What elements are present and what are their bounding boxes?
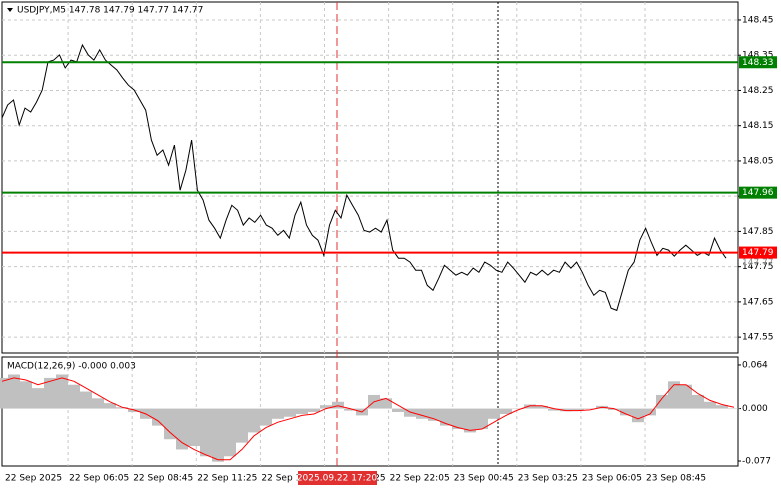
x-tick-label: 23 Sep 03:25 bbox=[518, 474, 578, 484]
macd-bar bbox=[92, 398, 104, 409]
level-label-box bbox=[739, 56, 777, 69]
y-tick-label: 148.05 bbox=[742, 156, 774, 166]
price-panel bbox=[1, 1, 739, 354]
macd-bar bbox=[68, 384, 80, 409]
macd-bar bbox=[248, 408, 260, 433]
y-tick-label: 0.064 bbox=[742, 360, 768, 370]
macd-bar bbox=[80, 391, 92, 409]
y-tick-label: 147.65 bbox=[742, 297, 774, 307]
macd-bar bbox=[200, 408, 212, 457]
y-tick-label: 147.55 bbox=[742, 333, 774, 343]
macd-bar bbox=[176, 408, 188, 450]
macd-bar bbox=[0, 377, 8, 409]
macd-bar bbox=[632, 408, 644, 423]
macd-bar bbox=[416, 408, 428, 419]
level-label-box bbox=[739, 186, 777, 199]
macd-bar bbox=[260, 408, 272, 426]
macd-bar bbox=[440, 408, 452, 426]
y-tick-label: 148.15 bbox=[742, 121, 774, 131]
macd-bar bbox=[512, 408, 524, 410]
y-tick-label: 148.45 bbox=[742, 15, 774, 25]
x-tick-label: 22 Sep 1 bbox=[261, 474, 301, 484]
macd-bar bbox=[272, 408, 284, 419]
y-tick-label: 147.85 bbox=[742, 227, 774, 237]
macd-bar bbox=[680, 384, 692, 409]
macd-bar bbox=[332, 401, 344, 409]
signal-line bbox=[1, 377, 735, 461]
menu-icon bbox=[7, 8, 13, 12]
chart-title: USDJPY,M5 147.78 147.79 147.77 147.77 bbox=[17, 6, 203, 16]
macd-bar bbox=[344, 408, 356, 411]
macd-bar bbox=[296, 408, 308, 415]
macd-bar bbox=[524, 404, 536, 409]
macd-bar bbox=[32, 388, 44, 409]
macd-bar bbox=[488, 408, 500, 419]
x-tick-label: 23 Sep 08:45 bbox=[646, 474, 706, 484]
y-tick-label: -0.077 bbox=[742, 457, 771, 467]
level-label: 148.33 bbox=[742, 58, 774, 68]
level-label: 147.79 bbox=[742, 248, 774, 258]
macd-bar bbox=[392, 408, 404, 412]
macd-bar bbox=[116, 407, 128, 409]
macd-bar bbox=[500, 408, 512, 415]
macd-bar bbox=[656, 394, 668, 409]
macd-bar bbox=[644, 408, 656, 416]
y-tick-label: 148.35 bbox=[742, 51, 774, 61]
macd-bar bbox=[380, 398, 392, 409]
macd-bar bbox=[584, 408, 596, 410]
macd-bar bbox=[692, 394, 704, 409]
macd-title: MACD(12,26,9) -0.000 0.003 bbox=[7, 362, 136, 372]
x-tick-label: 23 Sep 06:05 bbox=[582, 474, 642, 484]
macd-bar bbox=[452, 408, 464, 430]
macd-bar bbox=[464, 408, 476, 433]
macd-bar bbox=[284, 408, 296, 417]
macd-bar bbox=[20, 381, 32, 409]
level-label: 147.96 bbox=[742, 188, 774, 198]
x-tick-label: 22 Sep 08:45 bbox=[133, 474, 193, 484]
macd-bar bbox=[560, 408, 572, 412]
macd-bar bbox=[44, 377, 56, 409]
macd-bar bbox=[8, 374, 20, 409]
macd-bar bbox=[620, 408, 632, 416]
macd-bar bbox=[188, 408, 200, 447]
current-price-label: 147.77 bbox=[742, 258, 774, 268]
macd-bar bbox=[536, 405, 548, 409]
level-label-box bbox=[739, 246, 777, 259]
macd-bar bbox=[728, 408, 740, 410]
x-tick-label: 22 Sep 22:05 bbox=[390, 474, 450, 484]
x-tick-label: 23 Sep 00:45 bbox=[454, 474, 514, 484]
macd-bar bbox=[320, 405, 332, 409]
price-line bbox=[1, 43, 727, 312]
macd-bar bbox=[152, 408, 164, 426]
x-tick-label: 22 Sep 2025 bbox=[5, 474, 62, 484]
macd-bar bbox=[548, 408, 560, 411]
macd-bar bbox=[104, 403, 116, 409]
macd-bar bbox=[476, 408, 488, 430]
y-tick-label: 148.25 bbox=[742, 86, 774, 96]
x-tick-label: 22 Sep 11:25 bbox=[197, 474, 257, 484]
macd-panel bbox=[1, 356, 739, 467]
macd-bar bbox=[572, 408, 584, 411]
crosshair-label: 2025.09.22 17:20 bbox=[297, 474, 378, 484]
macd-bar bbox=[404, 408, 416, 417]
x-tick-label: 22 Sep 06:05 bbox=[69, 474, 129, 484]
y-tick-label: 0.000 bbox=[742, 404, 768, 414]
macd-bar bbox=[164, 408, 176, 440]
macd-bar bbox=[608, 408, 620, 410]
macd-bar bbox=[308, 408, 320, 412]
macd-bar bbox=[704, 401, 716, 409]
macd-bar bbox=[56, 374, 68, 409]
y-tick-label: 147.75 bbox=[742, 262, 774, 272]
macd-bar bbox=[236, 408, 248, 443]
macd-bar bbox=[212, 408, 224, 462]
macd-bar bbox=[716, 405, 728, 409]
macd-bar bbox=[224, 408, 236, 457]
crosshair-label-box bbox=[298, 471, 377, 485]
